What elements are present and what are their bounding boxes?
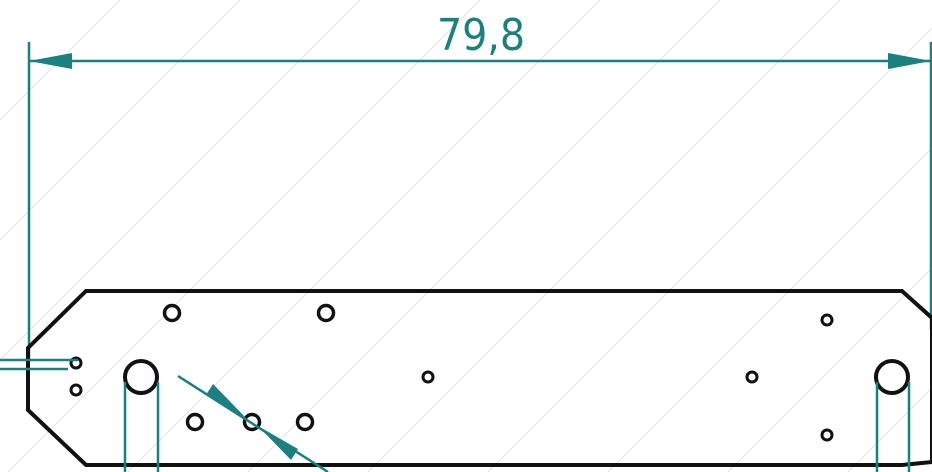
hole-tiny (820, 428, 834, 442)
hatch-line (367, 0, 841, 472)
hole-tiny (745, 370, 759, 384)
hole-small (185, 412, 205, 432)
diameter-leader-line (177, 374, 329, 472)
hatch-line (127, 0, 601, 472)
arrowhead-left (29, 53, 72, 69)
leader-arrowhead (258, 426, 298, 460)
hole-tiny (69, 383, 83, 397)
holes (69, 303, 910, 442)
hatch-line (7, 0, 481, 472)
hatch-line (247, 0, 721, 472)
hole-small (242, 412, 262, 432)
hole-large-right (874, 359, 910, 395)
hole-tiny (421, 370, 435, 384)
hole-large-left (123, 359, 159, 395)
hatch-line (727, 267, 932, 472)
hatch-line (607, 147, 932, 472)
arrowhead-right (888, 53, 931, 69)
hole-tiny (69, 356, 83, 370)
secondary-dimension-lines (0, 358, 911, 472)
hole-small (162, 303, 182, 323)
hole-tiny (820, 313, 834, 327)
hole-small (316, 303, 336, 323)
hole-small (295, 412, 315, 432)
hatch-line (487, 27, 932, 472)
hatch-line (0, 0, 361, 361)
dimension-value: 79,8 (437, 10, 525, 61)
hatch-line (847, 387, 932, 472)
overall-width-dimension: 79,8 (27, 10, 932, 362)
hatch-line (0, 0, 121, 121)
leader-arrowhead (206, 384, 246, 418)
hatch-line (0, 0, 241, 241)
